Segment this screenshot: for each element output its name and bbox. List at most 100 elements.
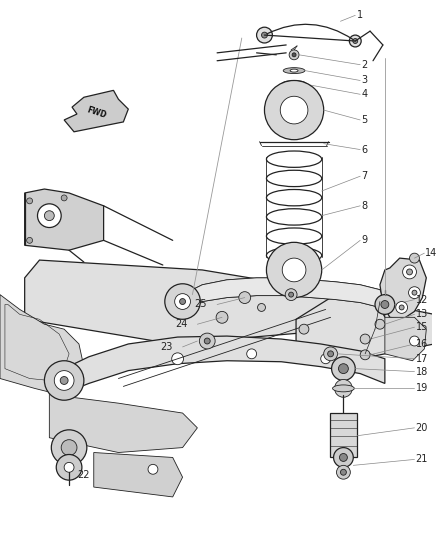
Circle shape xyxy=(289,292,293,297)
Circle shape xyxy=(335,379,352,397)
Text: 23: 23 xyxy=(160,342,173,352)
Circle shape xyxy=(321,354,331,364)
Circle shape xyxy=(175,294,191,310)
Text: 7: 7 xyxy=(361,171,367,181)
Text: 24: 24 xyxy=(175,319,187,329)
Text: 22: 22 xyxy=(77,470,89,480)
Text: 25: 25 xyxy=(195,300,207,310)
Circle shape xyxy=(180,298,186,304)
Text: 8: 8 xyxy=(361,201,367,211)
Circle shape xyxy=(285,289,297,301)
Circle shape xyxy=(261,32,268,38)
Text: 14: 14 xyxy=(425,248,438,258)
Text: 1: 1 xyxy=(357,10,364,20)
Circle shape xyxy=(282,258,306,282)
Circle shape xyxy=(360,334,370,344)
Circle shape xyxy=(328,351,334,357)
Ellipse shape xyxy=(332,385,354,392)
Polygon shape xyxy=(330,413,357,457)
Text: 5: 5 xyxy=(361,115,367,125)
Circle shape xyxy=(266,243,321,297)
Polygon shape xyxy=(385,317,426,361)
Text: 17: 17 xyxy=(416,354,428,364)
Circle shape xyxy=(410,336,420,346)
Circle shape xyxy=(199,333,215,349)
Circle shape xyxy=(396,302,408,313)
Circle shape xyxy=(61,195,67,201)
Circle shape xyxy=(399,305,404,310)
Polygon shape xyxy=(49,393,198,453)
Circle shape xyxy=(257,27,272,43)
Circle shape xyxy=(172,353,184,365)
Text: 3: 3 xyxy=(361,76,367,85)
Text: 6: 6 xyxy=(361,144,367,155)
Circle shape xyxy=(54,370,74,390)
Text: 13: 13 xyxy=(416,309,428,319)
Circle shape xyxy=(350,35,361,47)
Text: FWD: FWD xyxy=(86,106,108,120)
Circle shape xyxy=(44,211,54,221)
Ellipse shape xyxy=(283,68,305,74)
Circle shape xyxy=(165,284,200,319)
Circle shape xyxy=(336,465,350,479)
Circle shape xyxy=(299,324,309,334)
Circle shape xyxy=(61,440,77,456)
Circle shape xyxy=(239,292,251,303)
Polygon shape xyxy=(296,295,434,364)
Text: 19: 19 xyxy=(416,383,428,393)
Polygon shape xyxy=(0,295,84,393)
Polygon shape xyxy=(25,189,104,250)
Circle shape xyxy=(289,50,299,60)
Circle shape xyxy=(56,455,82,480)
Circle shape xyxy=(403,265,417,279)
Text: 12: 12 xyxy=(416,295,428,304)
Ellipse shape xyxy=(289,83,299,86)
Circle shape xyxy=(27,237,32,243)
Polygon shape xyxy=(183,278,385,317)
Ellipse shape xyxy=(281,80,307,88)
Circle shape xyxy=(332,357,355,381)
Circle shape xyxy=(51,430,87,465)
Circle shape xyxy=(292,53,296,57)
Circle shape xyxy=(44,361,84,400)
Polygon shape xyxy=(94,453,183,497)
Circle shape xyxy=(204,338,210,344)
Circle shape xyxy=(27,198,32,204)
Polygon shape xyxy=(25,260,350,344)
Circle shape xyxy=(38,204,61,228)
Circle shape xyxy=(280,96,308,124)
Text: 2: 2 xyxy=(361,60,367,70)
Circle shape xyxy=(360,350,370,360)
Circle shape xyxy=(247,349,257,359)
Circle shape xyxy=(353,38,358,44)
Circle shape xyxy=(265,80,324,140)
Circle shape xyxy=(64,463,74,472)
Text: 16: 16 xyxy=(416,339,428,349)
Circle shape xyxy=(410,253,420,263)
Circle shape xyxy=(258,303,265,311)
Circle shape xyxy=(409,287,420,298)
Polygon shape xyxy=(64,336,385,393)
Circle shape xyxy=(324,347,338,361)
Text: 4: 4 xyxy=(361,90,367,99)
Text: 18: 18 xyxy=(416,367,428,377)
Circle shape xyxy=(381,301,389,309)
Ellipse shape xyxy=(290,69,298,72)
Text: 20: 20 xyxy=(416,423,428,433)
Circle shape xyxy=(340,469,346,475)
Text: 21: 21 xyxy=(416,455,428,464)
Circle shape xyxy=(339,454,347,462)
Circle shape xyxy=(375,295,395,314)
Circle shape xyxy=(406,269,413,275)
Circle shape xyxy=(375,319,385,329)
Circle shape xyxy=(412,290,417,295)
Text: 9: 9 xyxy=(361,236,367,245)
Polygon shape xyxy=(380,258,426,319)
Circle shape xyxy=(339,364,348,374)
Circle shape xyxy=(334,448,353,467)
Text: 15: 15 xyxy=(416,322,428,332)
Polygon shape xyxy=(64,91,128,132)
Circle shape xyxy=(60,376,68,384)
Circle shape xyxy=(216,311,228,323)
Circle shape xyxy=(148,464,158,474)
